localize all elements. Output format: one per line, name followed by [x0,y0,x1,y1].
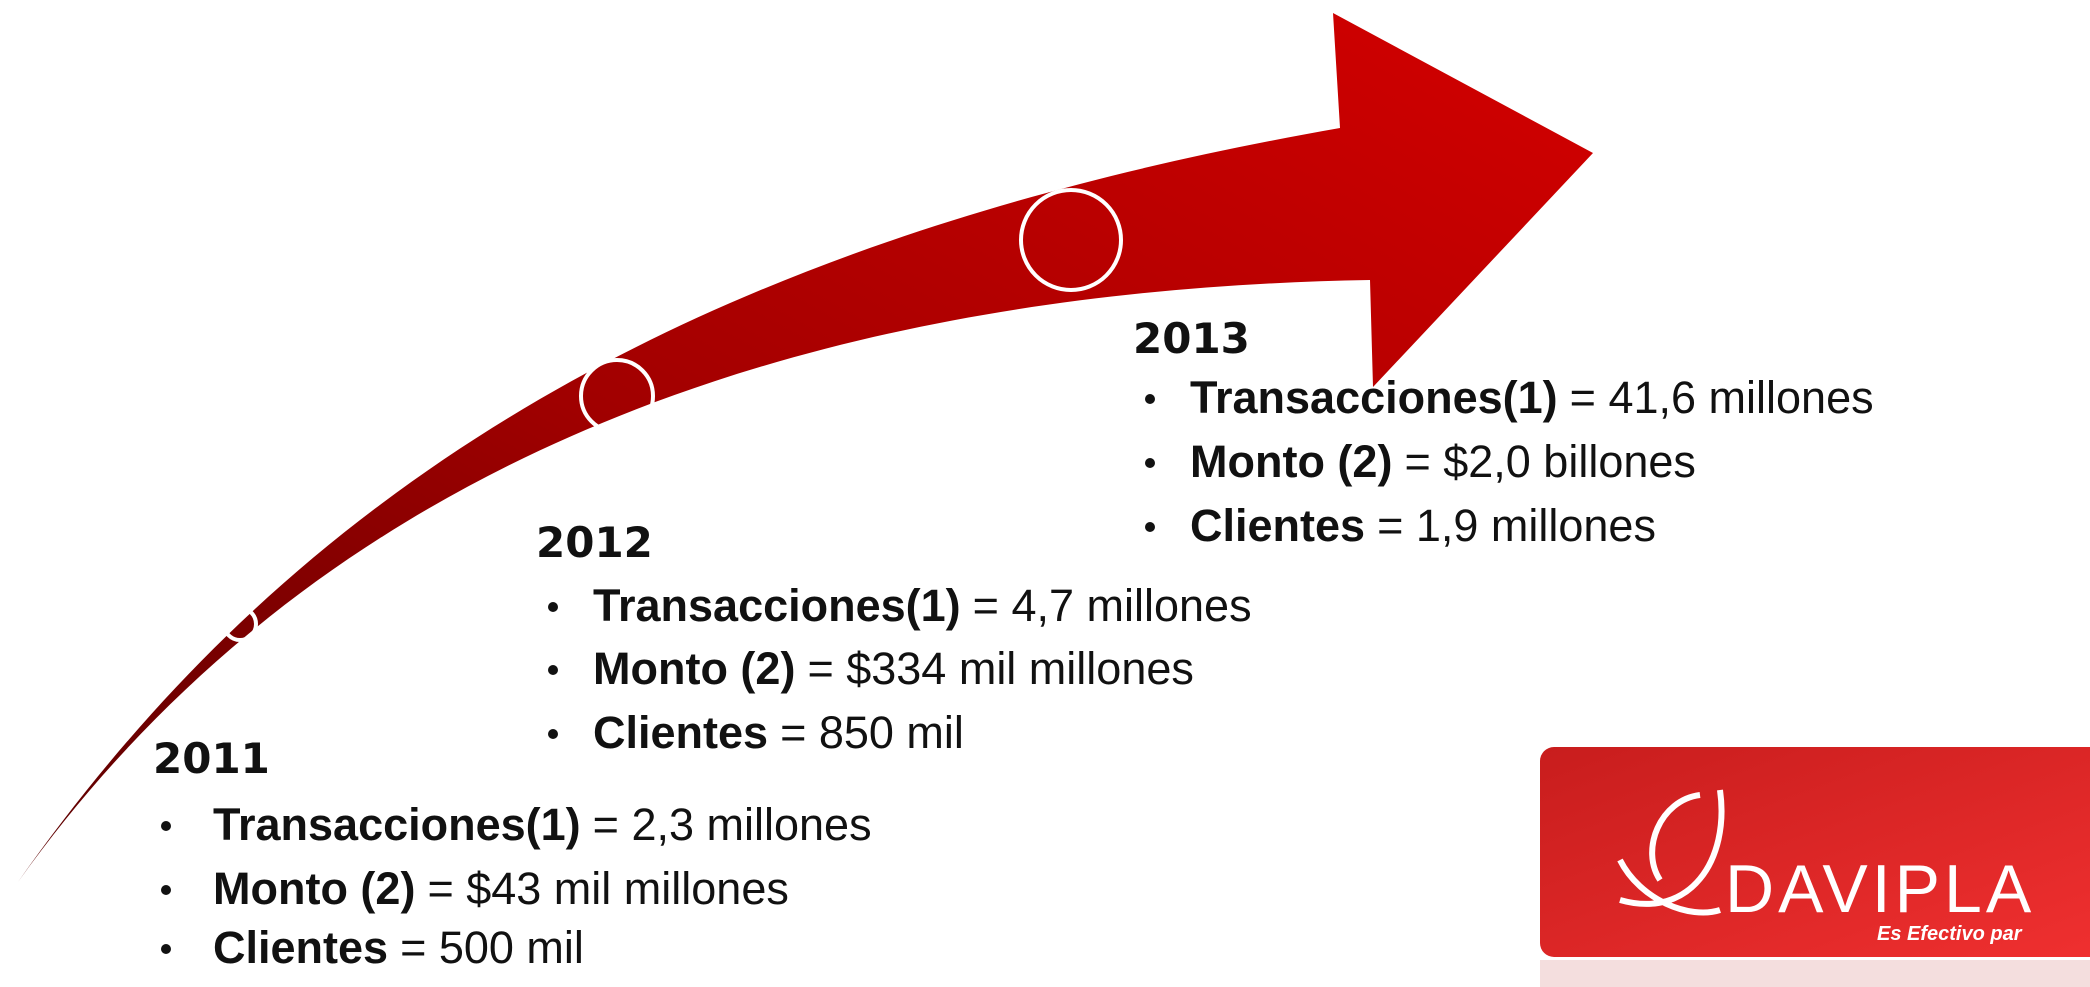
bullet [1145,394,1155,404]
logo-background [1540,747,2090,957]
bullet [548,602,558,612]
stat-value: = 1,9 millones [1377,500,1656,551]
stat-label: Transacciones(1) [593,580,961,631]
milestone-circle [579,358,655,434]
stat-value: = $334 mil millones [807,643,1193,694]
stat-item: Monto (2) = $334 mil millones [593,643,1194,694]
logo-tagline: Es Efectivo par [1877,923,2023,945]
stat-item: Clientes = 850 mil [593,707,964,758]
bullet [1145,458,1155,468]
bullet [1145,522,1155,532]
milestone-circle [1019,188,1123,292]
stat-label: Clientes [1190,500,1365,551]
year-label: 2012 [536,518,653,567]
stat-item: Clientes = 500 mil [213,922,584,973]
stat-item: Monto (2) = $43 mil millones [213,863,789,914]
stat-item: Transacciones(1) = 41,6 millones [1190,372,1874,423]
logo-name: DAVIPLA [1725,851,2035,927]
stat-label: Monto (2) [593,643,795,694]
stat-label: Transacciones(1) [1190,372,1558,423]
bullet [161,821,171,831]
stat-value: = 500 mil [400,922,584,973]
logo-reflection [1540,960,2090,987]
stat-label: Monto (2) [1190,436,1392,487]
stat-label: Transacciones(1) [213,799,581,850]
stat-label: Clientes [213,922,388,973]
bullet [161,885,171,895]
stat-value: = 4,7 millones [973,580,1252,631]
stat-value: = $2,0 billones [1404,436,1695,487]
year-label: 2011 [153,734,270,783]
stat-value: = 41,6 millones [1570,372,1874,423]
bullet [548,729,558,739]
stat-item: Clientes = 1,9 millones [1190,500,1656,551]
stat-value: = 850 mil [780,707,964,758]
logo: DAVIPLA Es Efectivo par [1540,747,2090,987]
milestone-circle [222,606,258,642]
bullet [161,944,171,954]
bullet [548,665,558,675]
stat-item: Transacciones(1) = 4,7 millones [593,580,1252,631]
stat-item: Monto (2) = $2,0 billones [1190,436,1696,487]
logo-icon [1617,789,1725,916]
stat-value: = 2,3 millones [593,799,872,850]
stat-value: = $43 mil millones [427,863,788,914]
stat-label: Monto (2) [213,863,415,914]
year-label: 2013 [1133,314,1250,363]
stat-item: Transacciones(1) = 2,3 millones [213,799,872,850]
stat-label: Clientes [593,707,768,758]
growth-arrow [18,13,1593,882]
